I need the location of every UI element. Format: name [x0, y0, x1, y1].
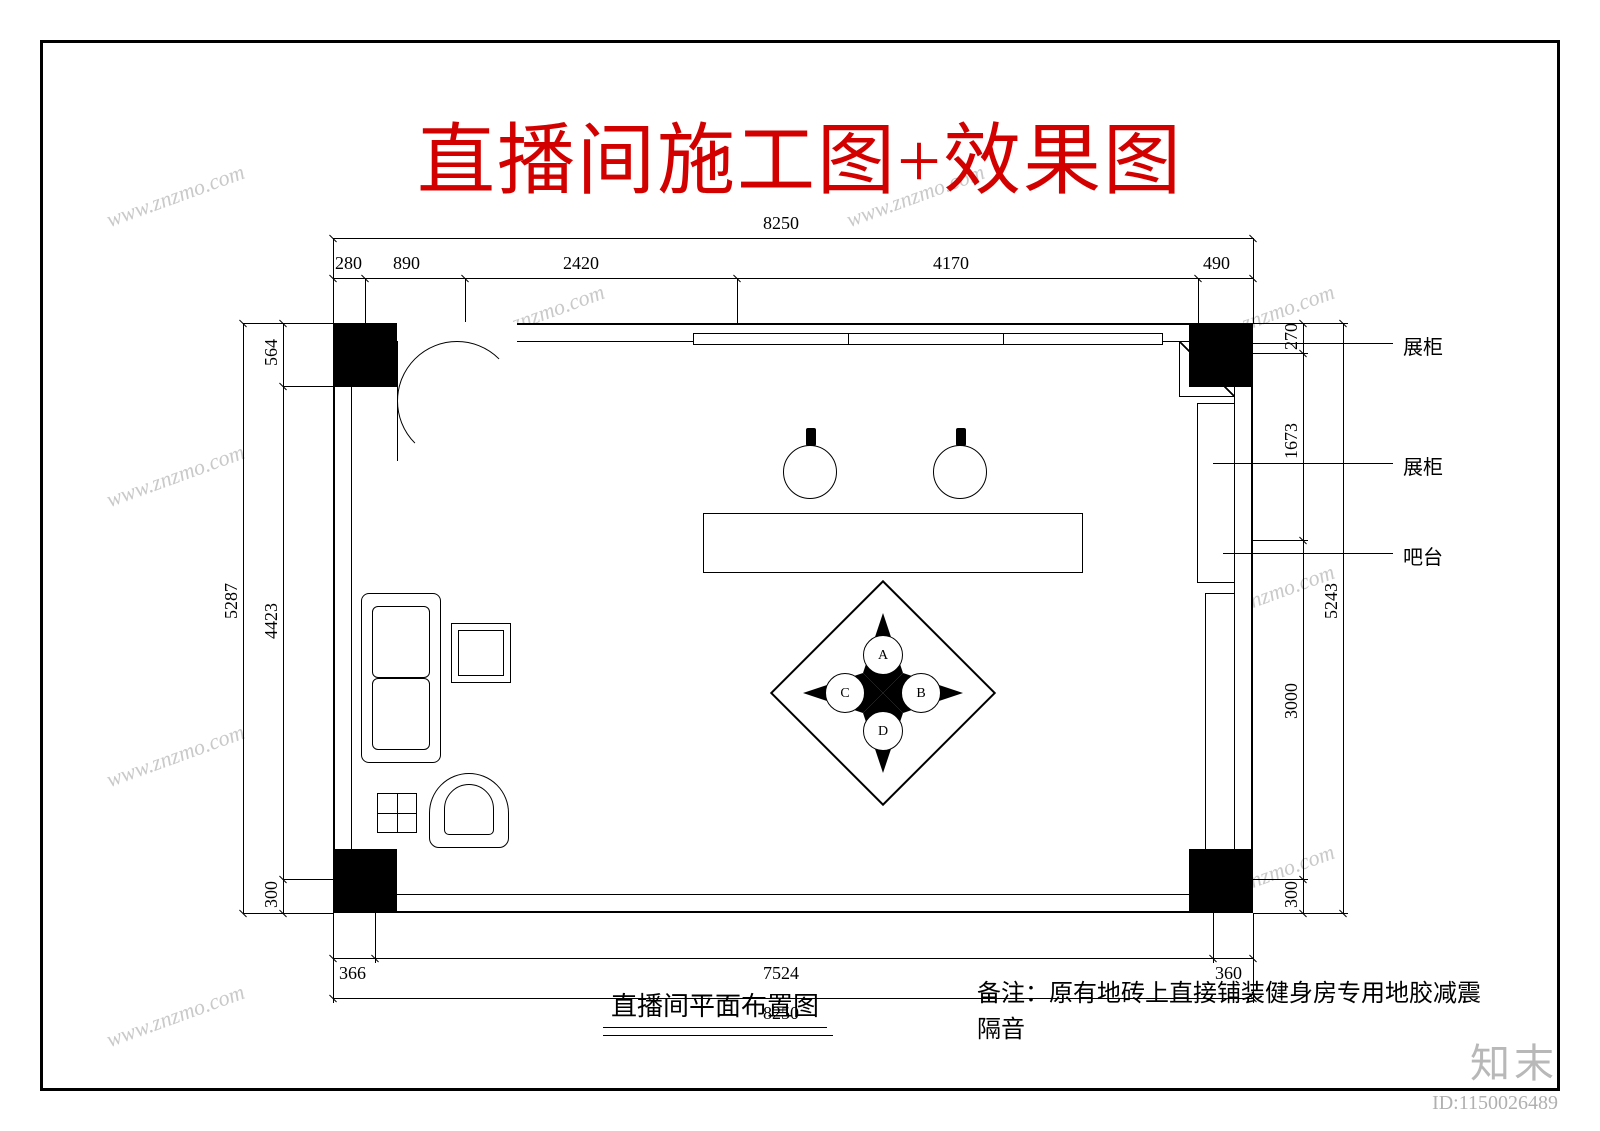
dim-left-total: 5287 — [221, 583, 242, 619]
side-table — [377, 793, 417, 833]
compass-label-B: B — [901, 673, 941, 713]
dim-left-seg1: 564 — [261, 339, 282, 366]
ext — [1198, 278, 1199, 323]
dim-left-seg-line — [283, 323, 284, 913]
stool — [933, 445, 987, 499]
dim-right-seg1: 270 — [1281, 323, 1302, 350]
dim-left-seg3: 300 — [261, 881, 282, 908]
ext — [283, 386, 333, 387]
dim-bot-seg-line — [333, 958, 1253, 959]
stool — [783, 445, 837, 499]
ext — [465, 278, 466, 323]
dim-left-seg2: 4423 — [261, 603, 282, 639]
dim-top-seg3: 2420 — [563, 253, 599, 274]
compass-label-C: C — [825, 673, 865, 713]
dim-top-seg-line — [333, 278, 1253, 279]
door-opening — [397, 322, 517, 344]
ext — [283, 879, 333, 880]
display-cabinet-2 — [1197, 403, 1235, 583]
display-cabinet-1 — [1179, 341, 1235, 397]
sliding-partition — [693, 333, 1163, 345]
ext — [365, 278, 366, 323]
dim-top-seg1: 280 — [335, 253, 362, 274]
dim-left-total-line — [243, 323, 244, 913]
column — [333, 323, 397, 387]
plan-caption-underline — [603, 1035, 833, 1036]
floor-plan: A B C D — [333, 323, 1253, 913]
image-id-label: ID:1150026489 — [1432, 1092, 1558, 1115]
dim-right-total: 5243 — [1321, 583, 1342, 619]
dim-right-seg-line — [1303, 323, 1304, 913]
dim-top-total-line — [333, 238, 1253, 239]
ext — [1213, 913, 1214, 963]
dim-bot-seg1: 366 — [339, 963, 366, 984]
callout-display-1: 展柜 — [1403, 331, 1443, 360]
callout-line — [1213, 463, 1393, 464]
watermark: www.znzmo.com — [103, 439, 248, 513]
coffee-table — [451, 623, 511, 683]
ext — [737, 278, 738, 323]
plan-note: 备注：原有地砖上直接铺装健身房专用地胶减震隔音 — [977, 976, 1497, 1048]
dim-right-seg2: 1673 — [1281, 423, 1302, 459]
column — [333, 849, 397, 913]
plan-caption: 直播间平面布置图 — [603, 986, 827, 1028]
dim-right-total-line — [1343, 323, 1344, 913]
dim-top-seg4: 4170 — [933, 253, 969, 274]
dim-top-seg5: 490 — [1203, 253, 1230, 274]
callout-bar: 吧台 — [1403, 541, 1443, 570]
ext — [375, 913, 376, 963]
ext — [1253, 879, 1308, 880]
callout-display-2: 展柜 — [1403, 451, 1443, 480]
dim-right-bottom: 300 — [1281, 881, 1302, 908]
broadcast-desk — [703, 513, 1083, 573]
door-leaf — [397, 341, 398, 461]
bar-counter — [1205, 593, 1235, 893]
armchair — [429, 773, 509, 848]
ext — [1253, 540, 1308, 541]
ext — [1253, 353, 1308, 354]
ext — [243, 323, 333, 324]
dim-bot-seg2: 7524 — [763, 963, 799, 984]
compass-marker: A B C D — [803, 613, 963, 773]
ext — [1253, 913, 1348, 914]
callout-line — [1203, 343, 1393, 344]
brand-watermark: 知末 — [1470, 1031, 1558, 1089]
dim-right-seg3: 3000 — [1281, 683, 1302, 719]
watermark: www.znzmo.com — [103, 979, 248, 1053]
compass-label-D: D — [863, 711, 903, 751]
drawing-title: 直播间施工图+效果图 — [43, 98, 1557, 210]
sofa — [361, 593, 441, 763]
dim-top-total: 8250 — [763, 213, 799, 234]
watermark: www.znzmo.com — [103, 719, 248, 793]
dim-top-seg2: 890 — [393, 253, 420, 274]
callout-line — [1223, 553, 1393, 554]
ext — [243, 913, 333, 914]
drawing-frame: www.znzmo.com www.znzmo.com www.znzmo.co… — [40, 40, 1560, 1091]
compass-label-A: A — [863, 635, 903, 675]
